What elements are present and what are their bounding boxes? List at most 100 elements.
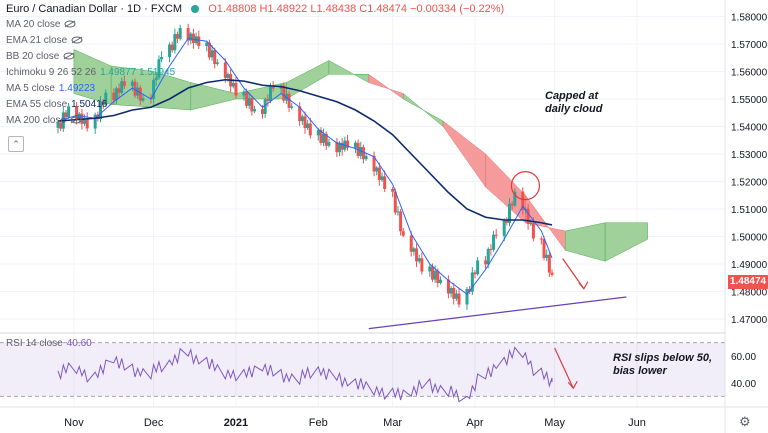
indicator-legend-row[interactable]: Ichimoku 9 26 52 26 1.49877 1.51945 <box>6 67 175 79</box>
rsi-legend: RSI 14 close 40.60 <box>6 338 92 349</box>
candle-body <box>507 203 511 223</box>
cloud-annotation-line-1: Capped at <box>545 90 599 102</box>
candle-body <box>539 238 543 240</box>
candle-body <box>377 167 381 180</box>
rsi-value: 40.60 <box>66 338 92 349</box>
time-tick-label: May <box>544 417 565 429</box>
candle-body <box>335 142 339 153</box>
candle-body <box>197 36 201 46</box>
candle-body <box>303 116 307 128</box>
rsi-tick-label: 60.00 <box>731 352 756 363</box>
candle-body <box>271 86 275 89</box>
eye-hidden-icon[interactable] <box>63 52 75 60</box>
candle-body <box>547 254 551 273</box>
eye-hidden-icon[interactable] <box>70 116 82 124</box>
candle-body <box>510 203 514 206</box>
candle-body <box>327 142 331 146</box>
candle-body <box>457 293 461 305</box>
symbol-title[interactable]: Euro / Canadian Dollar · 1D · FXCM <box>6 3 183 15</box>
candle-body <box>430 266 434 280</box>
candle-body <box>415 248 419 262</box>
candle-body <box>420 258 424 272</box>
indicator-legend-row[interactable]: EMA 21 close <box>6 35 83 47</box>
candle-body <box>223 62 227 78</box>
rsi-annotation-line-1: RSI slips below 50, <box>613 352 713 364</box>
candle-body <box>83 118 87 124</box>
price-tick-label: 1.53000 <box>731 150 768 161</box>
eye-hidden-icon[interactable] <box>64 20 76 28</box>
candle-body <box>152 80 156 99</box>
indicator-legend-row[interactable]: MA 5 close 1.49223 <box>6 83 95 95</box>
candle-body <box>242 91 246 96</box>
candle-body <box>465 289 469 305</box>
time-tick-label: Nov <box>64 417 84 429</box>
candle-body <box>489 248 493 250</box>
candle-body <box>101 101 105 105</box>
candle-body <box>85 118 89 129</box>
candle-body <box>359 147 363 156</box>
candle-body <box>316 130 320 136</box>
candle-body <box>396 211 400 213</box>
price-tick-label: 1.49000 <box>731 260 768 271</box>
candle-body <box>75 106 79 120</box>
candle-body <box>505 220 509 223</box>
price-tick-label: 1.50000 <box>731 233 768 244</box>
rsi-down-arrow <box>554 347 574 389</box>
candle-body <box>300 116 304 122</box>
candle-body <box>282 85 286 101</box>
candle-body <box>247 98 251 106</box>
time-tick-label: Mar <box>383 417 402 429</box>
collapse-legend-button[interactable]: ⌃ <box>8 136 24 152</box>
time-tick-label: Jun <box>628 417 646 429</box>
gear-icon[interactable]: ⚙ <box>739 414 751 429</box>
rsi-label[interactable]: RSI 14 close <box>6 338 63 349</box>
candle-body <box>160 56 164 60</box>
candle-body <box>178 27 182 39</box>
candle-body <box>383 176 387 189</box>
candle-body <box>64 112 68 118</box>
eye-hidden-icon[interactable] <box>71 36 83 44</box>
candle-body <box>470 272 474 292</box>
candle-body <box>486 248 490 265</box>
candle-body <box>345 140 349 148</box>
price-tick-label: 1.57000 <box>731 40 768 51</box>
cloud-segment <box>403 92 444 128</box>
candle-body <box>261 109 265 114</box>
candle-body <box>412 248 416 252</box>
candle-body <box>245 91 249 106</box>
last-price-tag: 1.48474 <box>728 275 768 289</box>
cloud-segment <box>565 222 606 262</box>
price-tick-label: 1.55000 <box>731 95 768 106</box>
price-tick-label: 1.47000 <box>731 315 768 326</box>
candle-body <box>210 50 214 58</box>
price-tick-label: 1.56000 <box>731 68 768 79</box>
candle-body <box>380 176 384 180</box>
indicator-label: MA 20 close <box>6 19 61 30</box>
moving-averages <box>57 37 553 295</box>
candle-body <box>287 93 291 108</box>
cloud-segment <box>190 82 237 111</box>
indicator-legend-row[interactable]: EMA 55 close 1.50416 <box>6 99 107 111</box>
candle-body <box>473 272 477 275</box>
indicator-legend-row[interactable]: MA 20 close <box>6 19 76 31</box>
rsi-annotation-line-2: bias lower <box>613 365 667 377</box>
candle-body <box>340 142 344 150</box>
candle-body <box>213 50 217 65</box>
indicator-value: 1.49877 1.51945 <box>100 67 176 78</box>
indicator-legend-row[interactable]: BB 20 close <box>6 51 75 63</box>
candle-body <box>114 88 118 101</box>
candle-body <box>449 287 453 294</box>
candle-body <box>141 98 145 101</box>
indicator-legend-row[interactable]: MA 200 close <box>6 115 82 127</box>
price-tick-label: 1.54000 <box>731 123 768 134</box>
candle-body <box>231 82 235 87</box>
indicator-label: Ichimoku 9 26 52 26 <box>6 67 97 78</box>
candle-body <box>104 92 108 105</box>
cloud-segment <box>368 73 404 100</box>
candle-body <box>364 155 368 160</box>
candle-body <box>250 98 254 112</box>
candle-body <box>173 34 177 51</box>
candle-body <box>322 133 326 143</box>
candle-body <box>393 191 397 213</box>
